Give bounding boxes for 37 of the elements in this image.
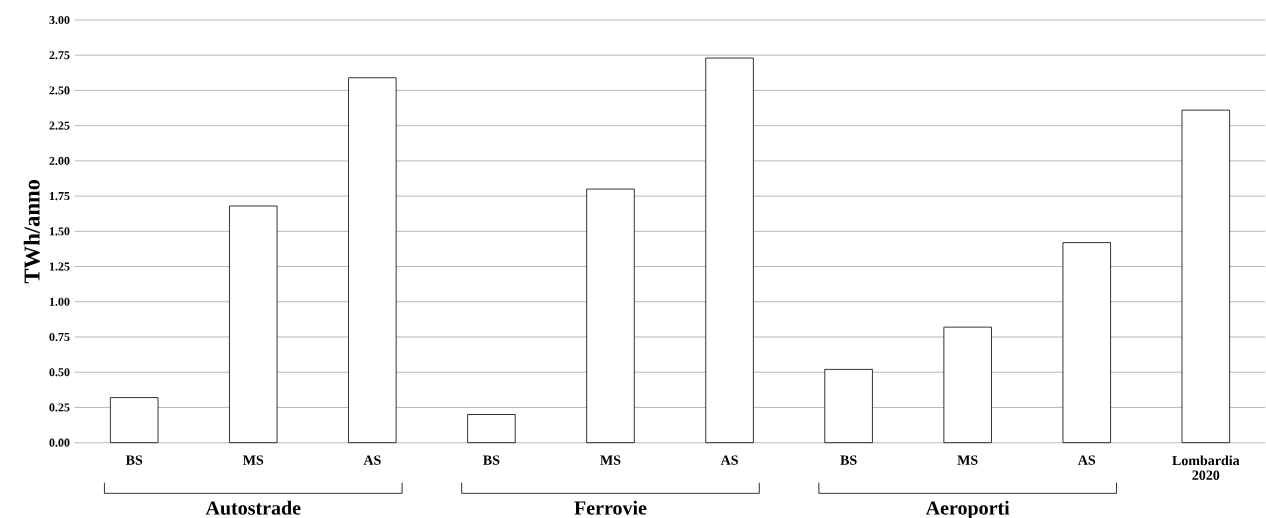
y-tick-label: 1.00 (49, 297, 70, 306)
x-tick-label: MS (243, 455, 264, 465)
bar (943, 326, 992, 444)
bar (348, 77, 397, 444)
bar (586, 188, 635, 444)
x-tick-label: BS (483, 455, 500, 465)
y-tick-label: 2.50 (49, 86, 70, 95)
y-tick-label: 3.00 (49, 15, 70, 25)
bar (467, 414, 516, 444)
y-tick-label: 2.25 (49, 121, 70, 130)
y-tick-label: 0.00 (49, 438, 70, 447)
bar (109, 397, 159, 444)
y-tick-label: 1.75 (49, 192, 70, 201)
x-tick-label: BS (840, 455, 857, 465)
y-tick-label: 1.50 (49, 227, 70, 236)
x-tick-label: MS (957, 455, 978, 465)
x-tick-label: AS (1077, 455, 1096, 465)
y-tick-label: 0.75 (49, 332, 70, 342)
x-tick-label: AS (363, 455, 381, 465)
y-tick-label: 0.50 (49, 368, 70, 377)
bar (705, 57, 754, 444)
bar (1062, 242, 1111, 444)
y-tick-label: 0.25 (49, 403, 70, 412)
y-axis-title: TWh/anno (23, 179, 40, 284)
x-tick-label: MS (600, 455, 621, 465)
bar (824, 369, 873, 444)
y-tick-label: 2.75 (49, 51, 70, 60)
bar (1181, 109, 1231, 444)
text: Autostrade (205, 500, 301, 515)
y-tick-label: 1.25 (49, 262, 70, 271)
text: Ferrovie (574, 500, 647, 515)
text: Aeroporti (925, 500, 1010, 518)
bar (229, 205, 278, 444)
x-tick-label: BS (125, 455, 143, 465)
x-tick-label: AS (720, 455, 738, 465)
y-tick-label: 2.00 (49, 156, 70, 165)
x-tick-label: Lombardia 2020 (1172, 455, 1240, 480)
